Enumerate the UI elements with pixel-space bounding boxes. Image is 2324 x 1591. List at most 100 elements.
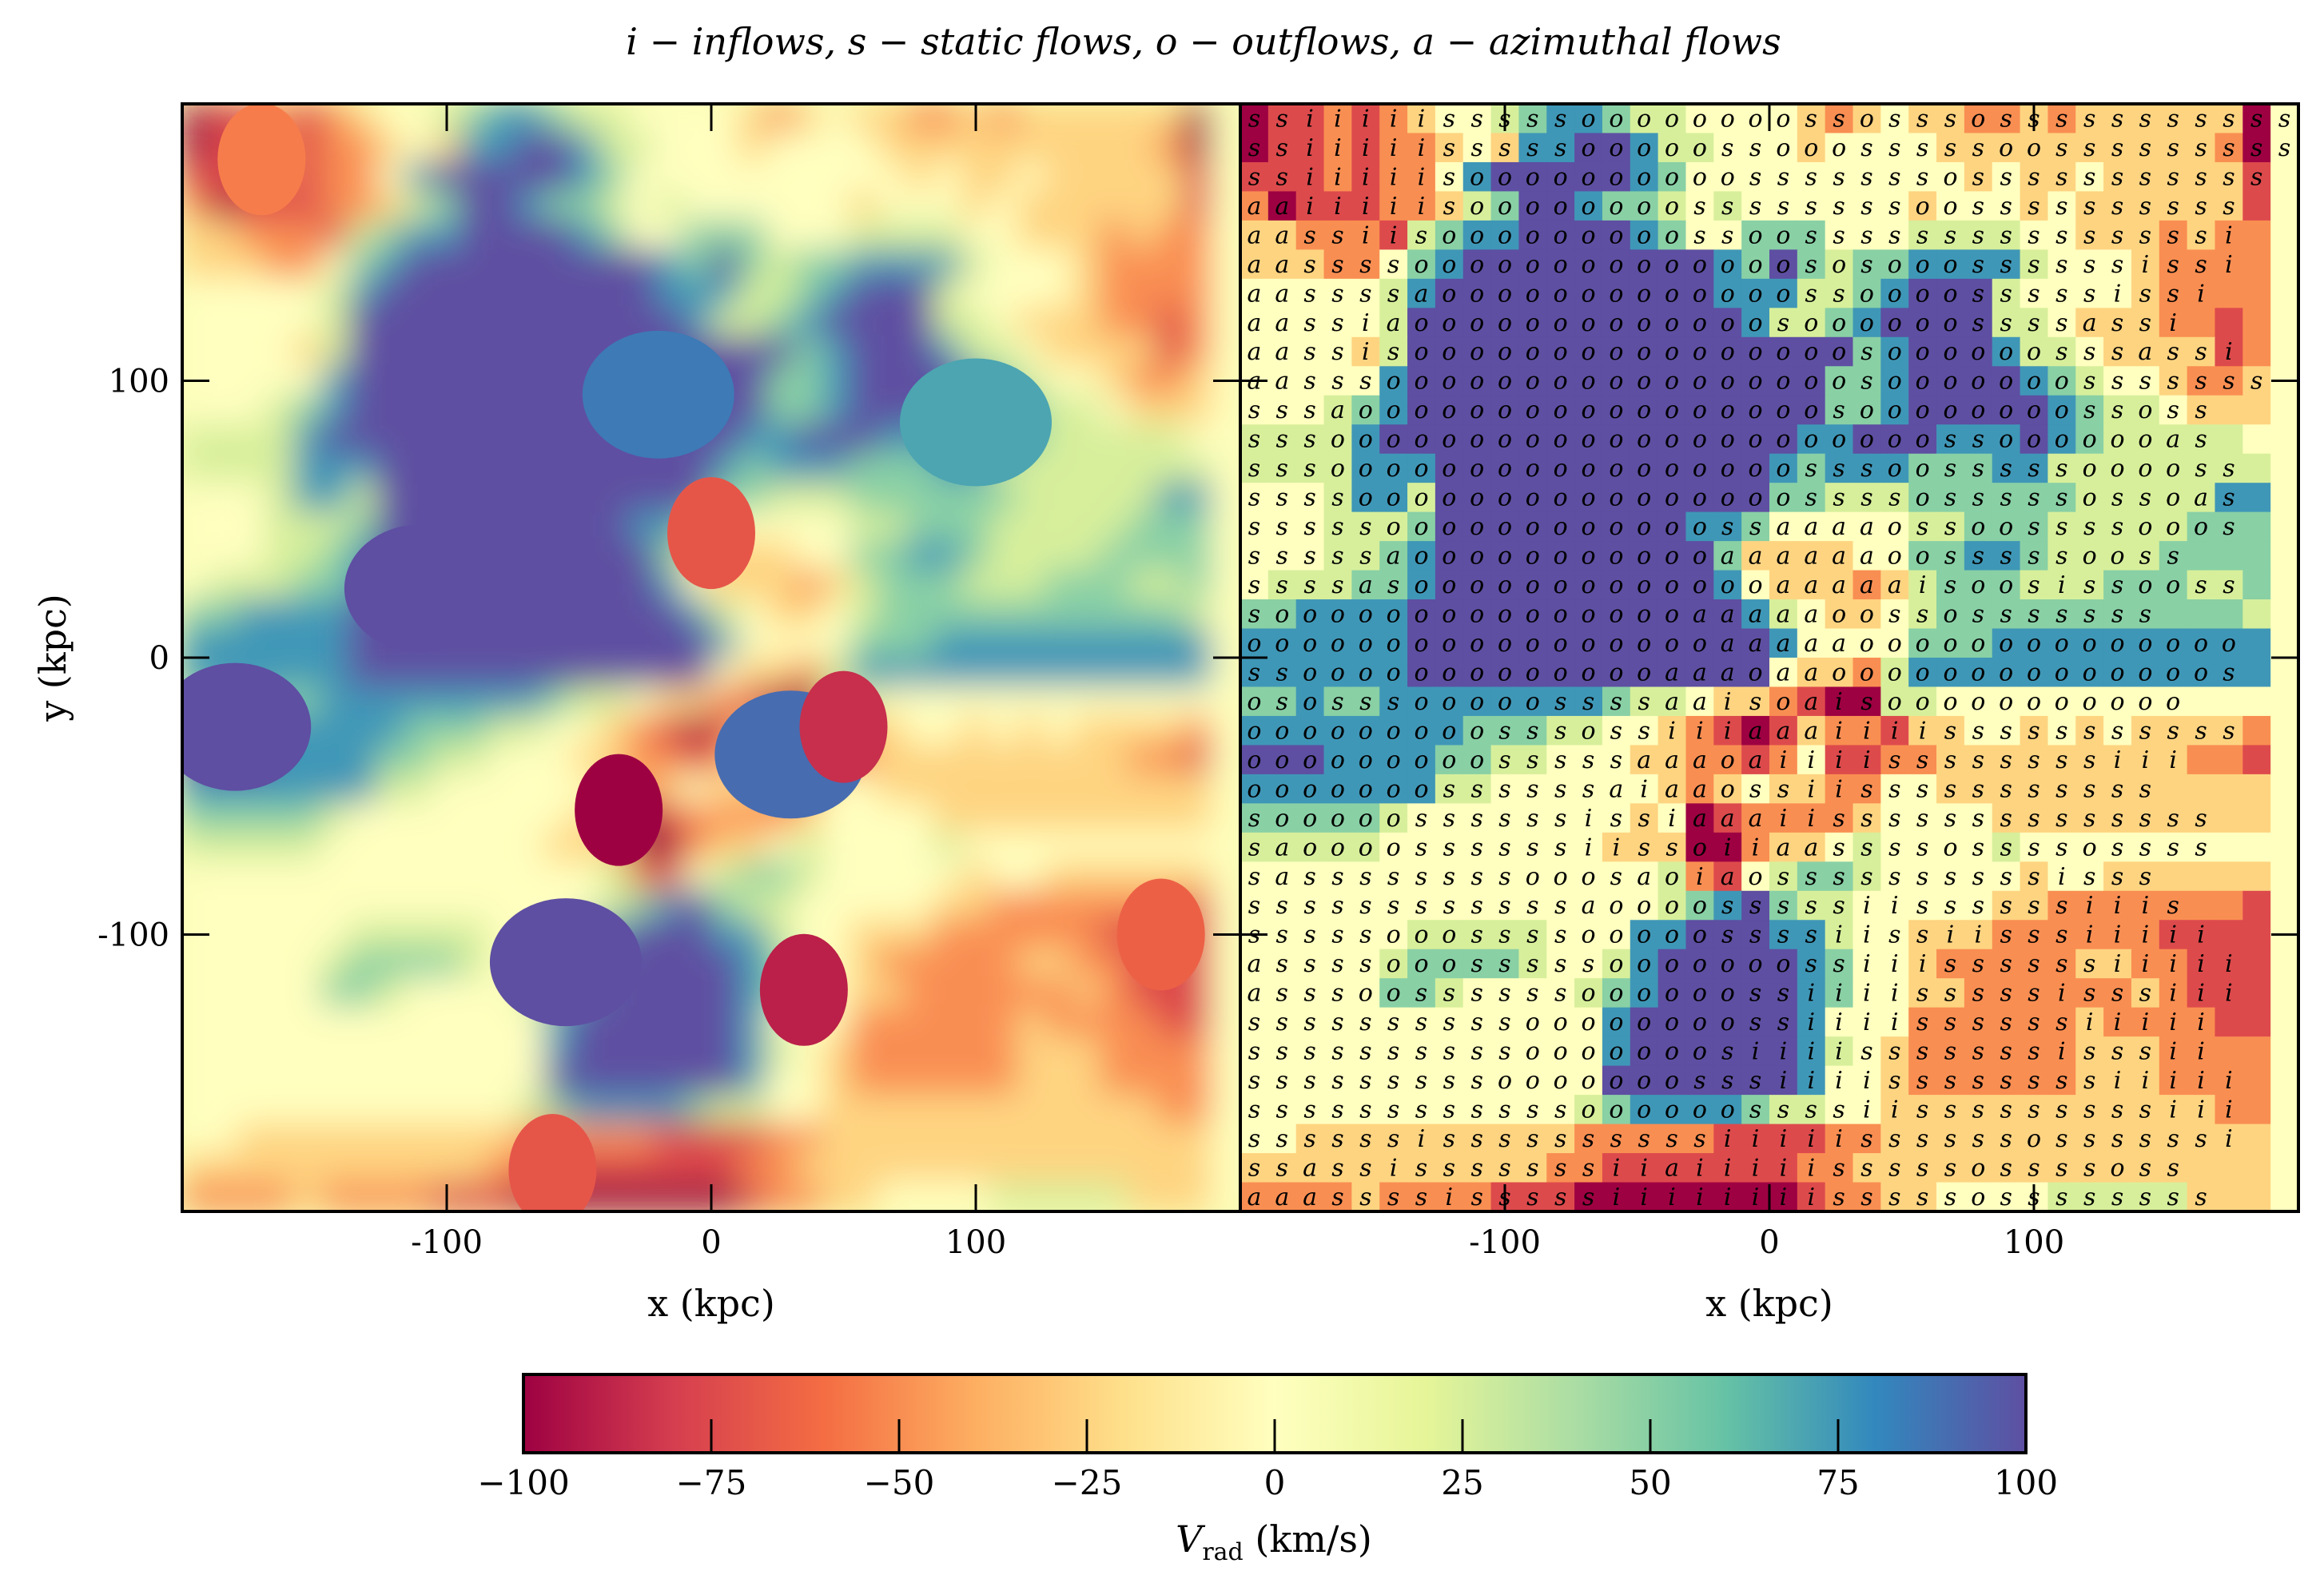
grid-cell <box>1379 599 1408 630</box>
left-field-cell <box>1212 336 1240 368</box>
grid-cell <box>2020 511 2049 542</box>
flow-letter: s <box>1276 1008 1288 1036</box>
grid-cell <box>1574 104 1603 134</box>
grid-cell <box>1407 1036 1436 1067</box>
flow-letter: s <box>1833 396 1844 424</box>
grid-cell <box>1880 890 1909 921</box>
left-field-cell <box>404 104 434 134</box>
flow-letter: o <box>1637 543 1651 571</box>
flow-letter: s <box>1415 221 1427 249</box>
left-field-cell <box>1017 104 1047 134</box>
flow-letter: s <box>1554 921 1566 949</box>
x-tick-label: -100 <box>411 1224 483 1261</box>
flow-letter: s <box>2083 163 2095 191</box>
left-field-cell <box>460 861 490 892</box>
grid-cell <box>1240 1065 1269 1096</box>
flow-letter: s <box>2055 543 2067 571</box>
left-field-cell <box>209 1006 239 1038</box>
flow-letter: o <box>1693 921 1707 949</box>
grid-cell <box>1992 453 2021 483</box>
left-field-cell <box>710 657 740 688</box>
left-field-cell <box>627 482 657 513</box>
left-field-cell <box>850 336 880 368</box>
grid-cell <box>2215 686 2243 717</box>
grid-cell <box>2047 599 2076 630</box>
grid-cell <box>2159 424 2188 455</box>
left-field-cell <box>989 132 1019 163</box>
flow-letter: o <box>1554 309 1568 337</box>
grid-cell <box>1825 1153 1854 1183</box>
flow-letter: o <box>1414 309 1428 337</box>
flow-letter: i <box>2169 309 2177 337</box>
grid-cell <box>1574 628 1603 658</box>
flow-letter: s <box>2083 601 2095 629</box>
left-field-cell <box>850 511 880 543</box>
grid-cell <box>2159 453 2188 483</box>
grid-cell <box>1852 1153 1881 1183</box>
grid-cell <box>1407 1153 1436 1183</box>
left-field-cell <box>1156 1036 1186 1067</box>
grid-cell <box>1769 220 1798 250</box>
grid-cell <box>1992 1036 2021 1067</box>
flow-letter: i <box>1807 980 1815 1008</box>
flow-letter: s <box>2028 309 2039 337</box>
grid-cell <box>1379 1095 1408 1125</box>
left-field-cell <box>182 249 211 280</box>
left-field-cell <box>292 540 323 571</box>
flow-letter: a <box>1637 746 1651 774</box>
flow-letter: s <box>2055 892 2067 920</box>
flow-letter: o <box>1637 571 1651 599</box>
grid-cell <box>1769 978 1798 1008</box>
flow-letter: o <box>1442 688 1456 716</box>
left-field-cell <box>487 1094 518 1125</box>
flow-letter: s <box>2195 105 2207 133</box>
flow-letter: o <box>1916 368 1930 396</box>
grid-cell <box>1769 1095 1798 1125</box>
flow-letter: i <box>2058 863 2066 891</box>
grid-cell <box>1267 366 1297 396</box>
flow-letter: s <box>1721 921 1733 949</box>
grid-cell <box>1797 1036 1826 1067</box>
flow-letter: s <box>1916 1183 1928 1211</box>
flow-letter: o <box>1609 658 1623 686</box>
left-field-cell <box>961 1094 991 1125</box>
left-field-cell <box>265 919 295 950</box>
left-field-cell <box>182 831 211 863</box>
grid-cell <box>1685 890 1714 921</box>
left-field-cell <box>209 219 239 251</box>
flow-letter: s <box>1359 1038 1371 1066</box>
grid-cell <box>2020 161 2049 193</box>
grid-cell <box>2131 861 2160 892</box>
left-field-cell <box>182 889 211 921</box>
flow-letter: a <box>1804 543 1818 571</box>
left-field-cell <box>961 977 991 1008</box>
grid-cell <box>1323 220 1352 250</box>
flow-letter: i <box>1807 775 1815 803</box>
flow-letter: o <box>1526 630 1540 658</box>
grid-cell <box>1769 774 1798 804</box>
grid-cell <box>1964 978 1993 1008</box>
flow-letter: s <box>1749 513 1761 541</box>
flow-letter: s <box>2055 601 2067 629</box>
flow-letter: o <box>2166 484 2180 512</box>
left-field-cell <box>1184 1006 1214 1038</box>
grid-cell <box>2131 483 2160 513</box>
left-field-cell <box>877 948 907 980</box>
flow-letter: s <box>2028 980 2039 1008</box>
left-field-cell <box>1212 831 1240 863</box>
flow-letter: i <box>1668 805 1676 833</box>
grid-cell <box>2047 686 2076 717</box>
flow-letter: s <box>1276 163 1288 191</box>
grid-cell <box>1992 1153 2021 1183</box>
flow-letter: s <box>2223 658 2234 686</box>
flow-letter: o <box>1971 396 1985 424</box>
flow-letter: o <box>1637 950 1651 978</box>
grid-cell <box>2242 1124 2271 1154</box>
flow-letter: s <box>1833 193 1844 221</box>
left-field-cell <box>182 452 211 484</box>
left-field-cell <box>655 1152 685 1183</box>
left-field-cell <box>515 744 545 775</box>
grid-cell <box>1240 658 1269 688</box>
left-field-cell <box>989 831 1019 863</box>
grid-cell <box>2187 803 2216 833</box>
